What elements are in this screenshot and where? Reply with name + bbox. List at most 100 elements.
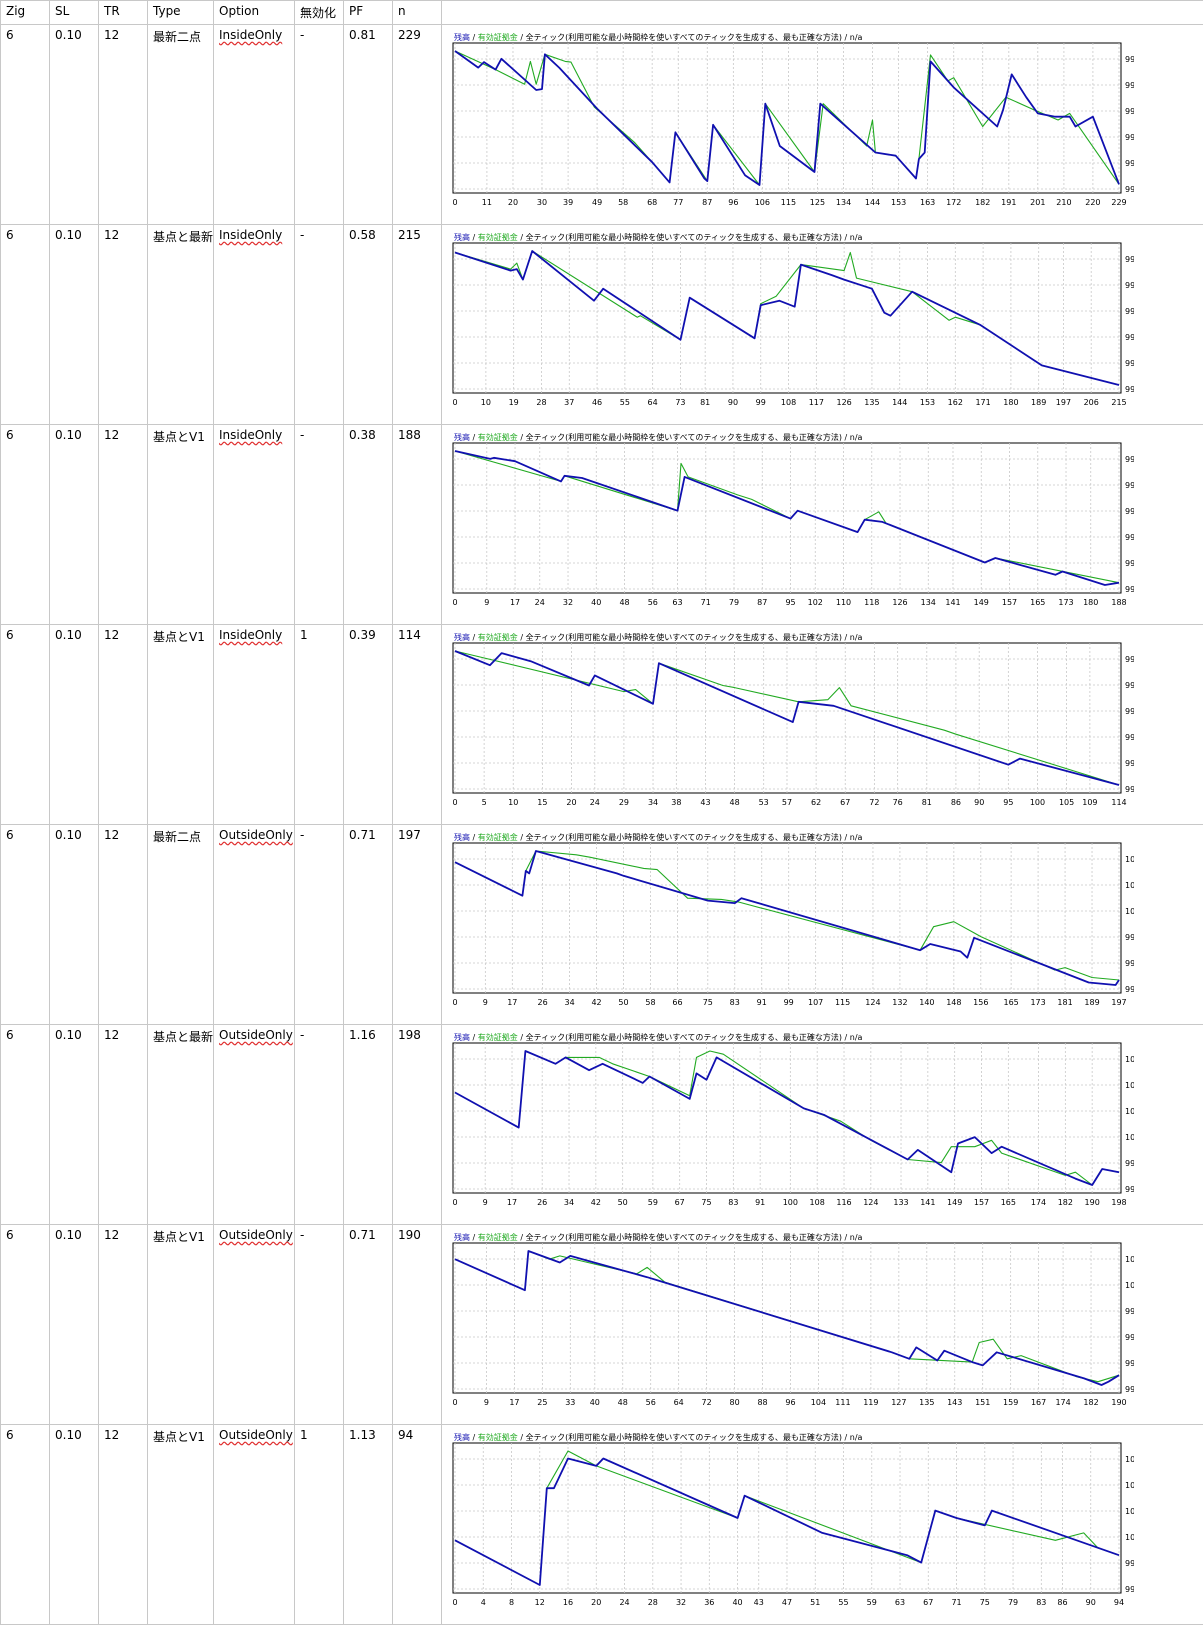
- x-tick-label: 181: [1057, 998, 1072, 1007]
- equity-chart: 残高 / 有効証拠金 / 全ティック(利用可能な最小時間枠を使いすべてのティック…: [452, 832, 1134, 1007]
- pf-cell: 1.16: [343, 1024, 393, 1225]
- x-tick-label: 63: [672, 598, 682, 607]
- tr-cell-text: 12: [104, 828, 120, 842]
- invalidate-cell: -: [294, 24, 344, 225]
- y-tick-label: 99999930: [1125, 655, 1134, 664]
- zig-cell: 6: [0, 224, 50, 425]
- equity-chart: 残高 / 有効証拠金 / 全ティック(利用可能な最小時間枠を使いすべてのティック…: [452, 1032, 1134, 1207]
- equity-chart: 残高 / 有効証拠金 / 全ティック(利用可能な最小時間枠を使いすべてのティック…: [452, 32, 1134, 207]
- x-tick-label: 90: [1086, 1598, 1096, 1607]
- x-tick-label: 50: [618, 1198, 628, 1207]
- x-tick-label: 25: [537, 1398, 547, 1407]
- x-tick-label: 8: [509, 1598, 514, 1607]
- x-tick-label: 153: [891, 198, 906, 207]
- plot-frame: [452, 642, 1122, 794]
- pf-cell-text: 0.58: [349, 228, 376, 242]
- y-tick-label: 99999908: [1125, 255, 1134, 264]
- x-tick-label: 198: [1111, 1198, 1126, 1207]
- x-tick-label: 149: [947, 1198, 962, 1207]
- sl-cell-text: 0.10: [55, 1028, 82, 1042]
- type-cell: 基点とV1: [147, 424, 214, 625]
- chart-header-separator: /: [518, 1033, 526, 1042]
- x-tick-label: 108: [781, 398, 796, 407]
- option-cell: OutsideOnly: [213, 824, 295, 1025]
- pf-cell: 0.38: [343, 424, 393, 625]
- x-tick-label: 100: [1030, 798, 1045, 807]
- x-tick-label: 163: [920, 198, 935, 207]
- zig-cell: 6: [0, 1424, 50, 1625]
- chart-header-part1: 残高: [454, 232, 470, 242]
- y-tick-label: 10000324: [1125, 1255, 1134, 1264]
- n-cell-text: 190: [398, 1228, 421, 1242]
- chart-cell: 残高 / 有効証拠金 / 全ティック(利用可能な最小時間枠を使いすべてのティック…: [441, 424, 1203, 625]
- y-tick-label: 99997160: [1125, 133, 1134, 142]
- pf-cell-text: 0.71: [349, 828, 376, 842]
- pf-cell-text: 1.16: [349, 1028, 376, 1042]
- y-tick-label: 99995298: [1125, 185, 1134, 194]
- x-tick-label: 88: [757, 1398, 767, 1407]
- chart-header: 残高 / 有効証拠金 / 全ティック(利用可能な最小時間枠を使いすべてのティック…: [454, 1232, 863, 1242]
- x-tick-label: 51: [810, 1598, 820, 1607]
- x-tick-label: 174: [1055, 1398, 1070, 1407]
- chart-header: 残高 / 有効証拠金 / 全ティック(利用可能な最小時間枠を使いすべてのティック…: [454, 432, 863, 442]
- x-tick-label: 81: [700, 398, 710, 407]
- x-tick-label: 172: [946, 198, 961, 207]
- x-tick-label: 59: [867, 1598, 877, 1607]
- chart-header-part2: 有効証拠金: [478, 432, 518, 442]
- x-tick-label: 96: [728, 198, 738, 207]
- header-row: Zig SL TR Type Option 無効化 PF n: [0, 0, 1203, 25]
- x-tick-label: 191: [1001, 198, 1016, 207]
- chart-header-separator: /: [518, 433, 526, 442]
- sl-cell-text: 0.10: [55, 1228, 82, 1242]
- table-row: 6 0.10 12 基点と最新 OutsideOnly - 1.16 198 残高 / 有効証拠…: [0, 1024, 1203, 1225]
- chart-header-separator: /: [470, 1433, 478, 1442]
- tr-cell: 12: [98, 824, 148, 1025]
- x-tick-label: 39: [563, 198, 573, 207]
- x-tick-label: 26: [538, 998, 548, 1007]
- x-tick-label: 48: [618, 1398, 628, 1407]
- tr-cell: 12: [98, 24, 148, 225]
- x-tick-label: 140: [919, 998, 934, 1007]
- x-tick-label: 81: [922, 798, 932, 807]
- invalidate-cell-text: -: [300, 1028, 305, 1042]
- x-tick-label: 83: [730, 998, 740, 1007]
- y-tick-label: 10000267: [1125, 1107, 1134, 1116]
- y-tick-label: 99999022: [1125, 81, 1134, 90]
- x-tick-label: 171: [975, 398, 990, 407]
- x-tick-label: 79: [729, 598, 739, 607]
- x-tick-label: 4: [481, 1598, 486, 1607]
- chart-header-part4: n/a: [850, 833, 863, 842]
- zig-cell: 6: [0, 24, 50, 225]
- option-cell: OutsideOnly: [213, 1224, 295, 1425]
- x-tick-label: 5: [482, 798, 487, 807]
- x-tick-label: 30: [537, 198, 547, 207]
- x-tick-label: 40: [591, 598, 601, 607]
- zig-cell: 6: [0, 1224, 50, 1425]
- pf-cell: 0.71: [343, 824, 393, 1025]
- chart-header: 残高 / 有効証拠金 / 全ティック(利用可能な最小時間枠を使いすべてのティック…: [454, 232, 863, 242]
- x-tick-label: 165: [1001, 1198, 1016, 1207]
- x-tick-label: 229: [1111, 198, 1126, 207]
- x-tick-label: 125: [810, 198, 825, 207]
- x-tick-label: 32: [563, 598, 573, 607]
- chart-cell: 残高 / 有効証拠金 / 全ティック(利用可能な最小時間枠を使いすべてのティック…: [441, 1424, 1203, 1625]
- x-tick-label: 29: [619, 798, 629, 807]
- tr-cell: 12: [98, 1024, 148, 1225]
- y-tick-label: 99999315: [1125, 1307, 1134, 1316]
- plot-frame: [452, 842, 1122, 994]
- chart-header-part1: 残高: [454, 32, 470, 42]
- x-tick-label: 0: [452, 598, 457, 607]
- y-tick-label: 10000358: [1125, 1481, 1134, 1490]
- chart-header-part4: n/a: [850, 1233, 863, 1242]
- balance-line: [454, 250, 1120, 386]
- chart-header-part4: n/a: [850, 233, 863, 242]
- y-tick-label: 10000283: [1125, 881, 1134, 890]
- plot-frame: [452, 1442, 1122, 1594]
- equity-chart: 残高 / 有効証拠金 / 全ティック(利用可能な最小時間枠を使いすべてのティック…: [452, 232, 1134, 407]
- chart-header-part4: n/a: [850, 633, 863, 642]
- x-tick-label: 99: [756, 398, 766, 407]
- y-tick-label: 10000436: [1125, 1081, 1134, 1090]
- x-tick-label: 100: [783, 1198, 798, 1207]
- x-tick-label: 108: [810, 1198, 825, 1207]
- pf-cell-text: 0.71: [349, 1228, 376, 1242]
